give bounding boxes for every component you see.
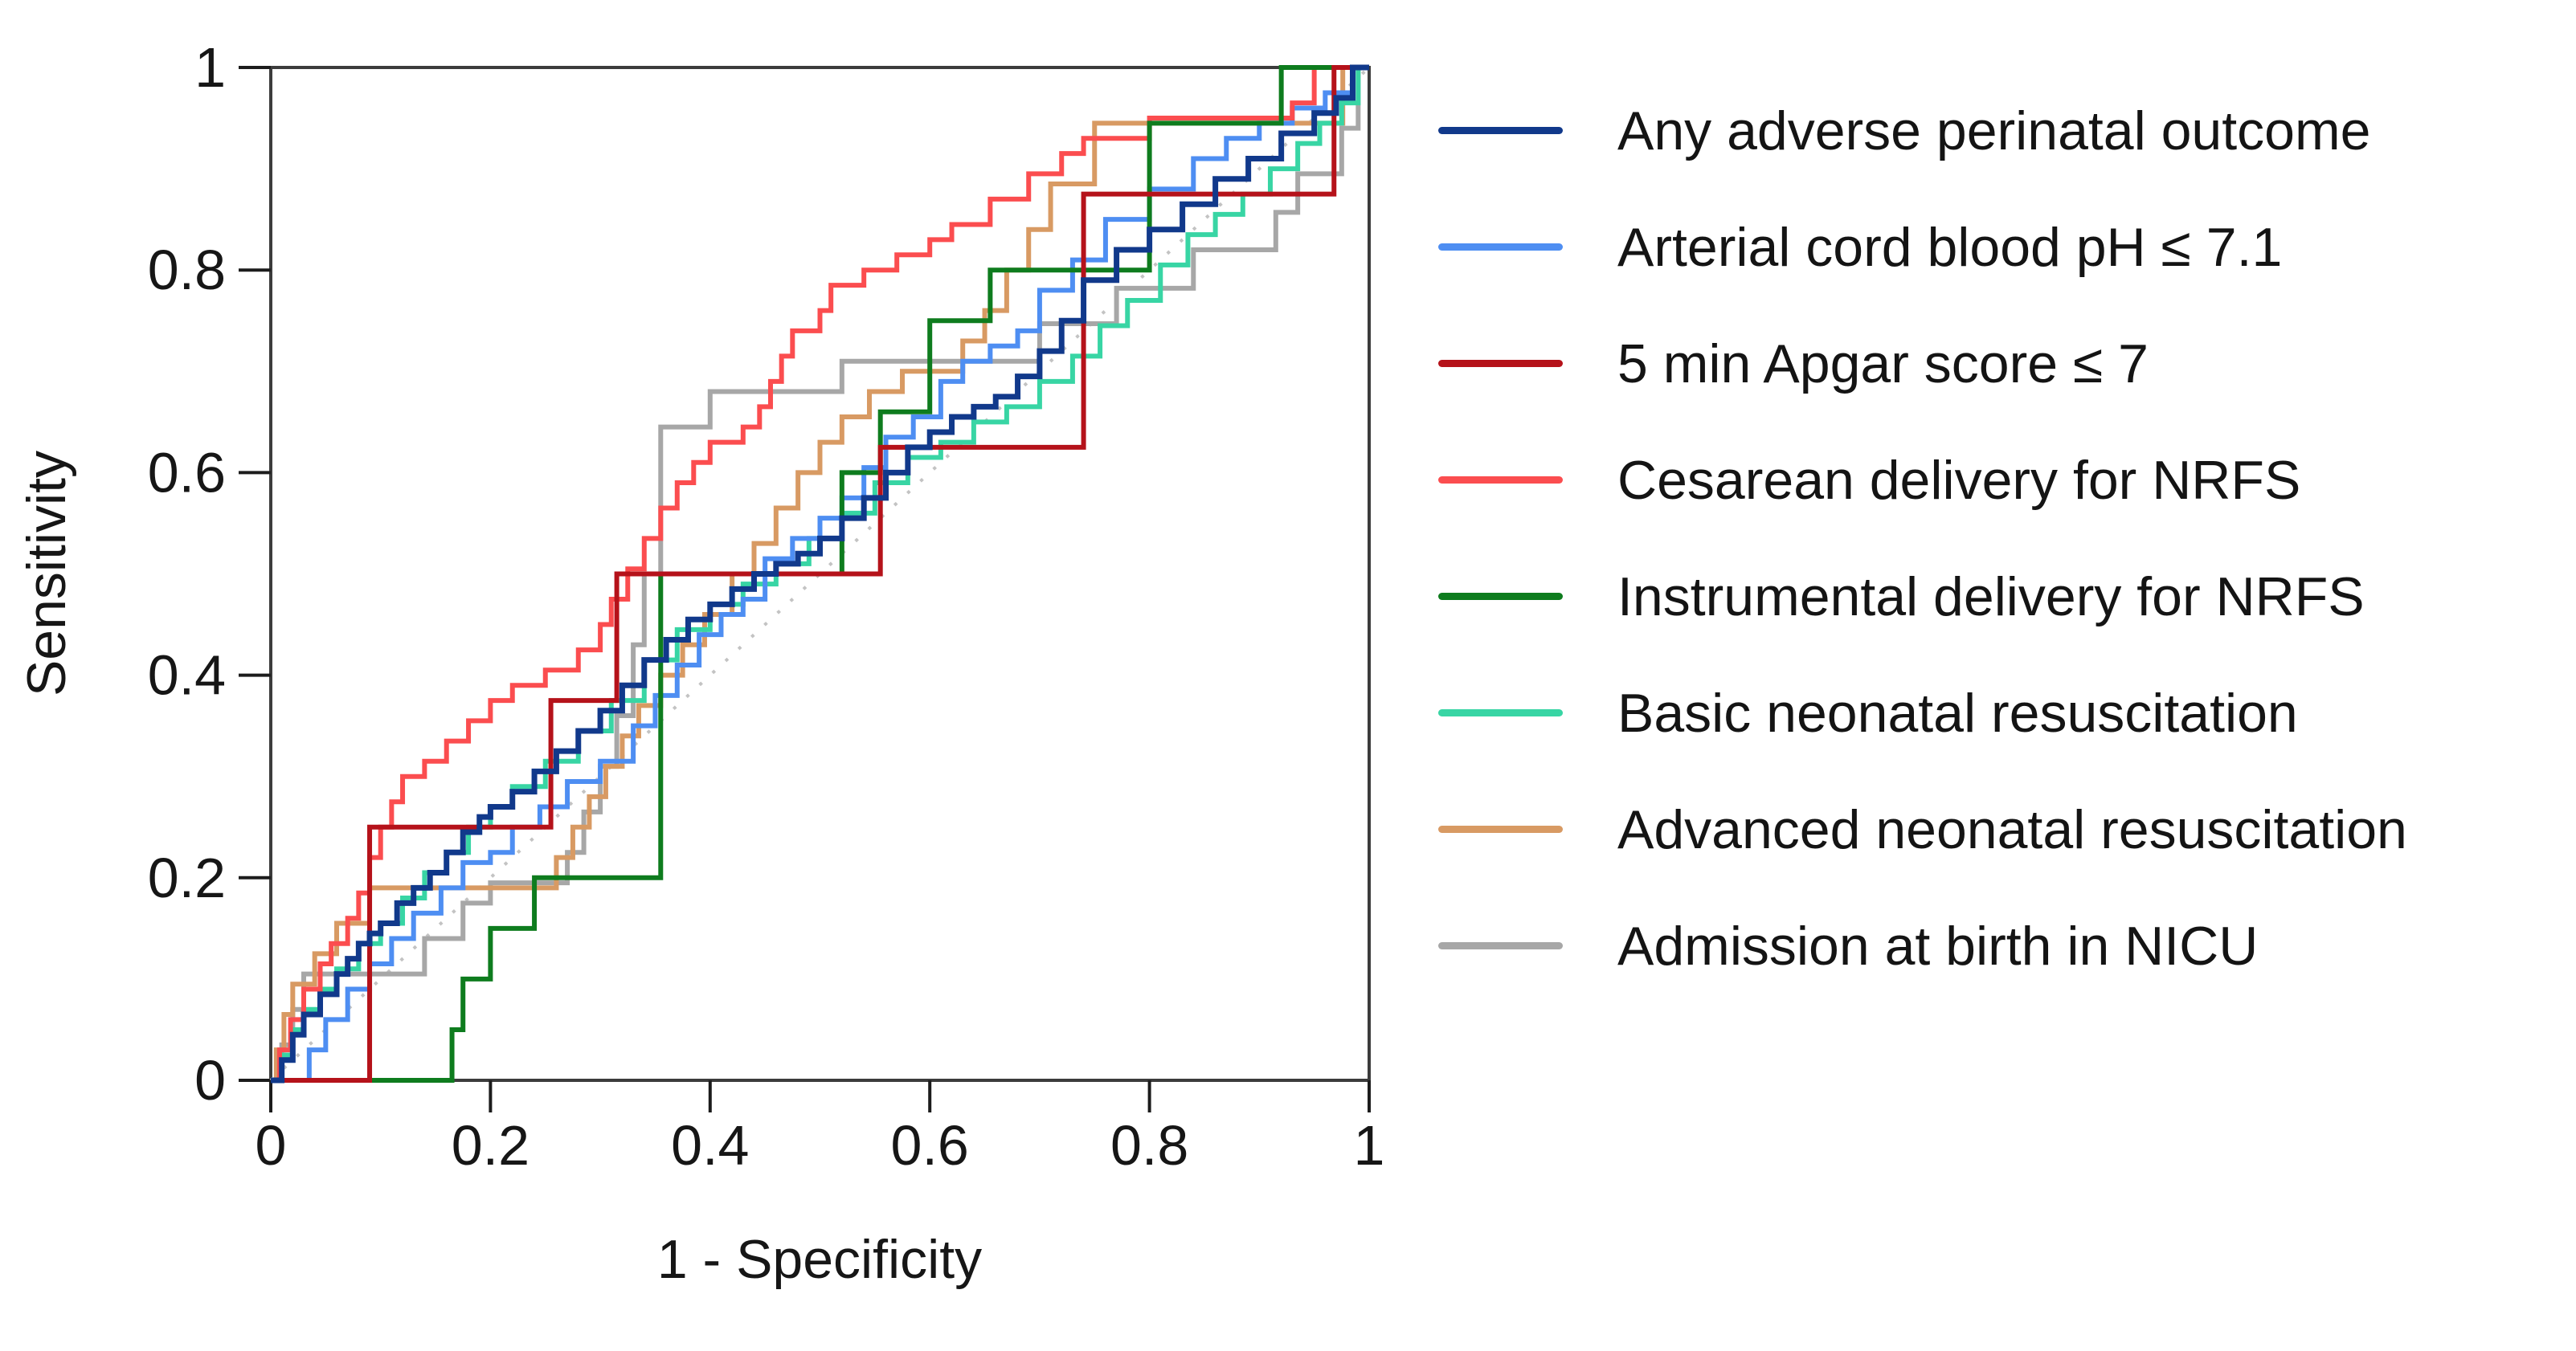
x-axis-title: 1 - Specificity (656, 1229, 983, 1290)
legend-item-2: Arterial cord blood pH ≤ 7.1 (1438, 189, 2407, 305)
legend-item-6: Basic neonatal resuscitation (1438, 655, 2407, 771)
roc-curve-7 (271, 65, 1369, 1083)
legend-item-3: 5 min Apgar score ≤ 7 (1438, 305, 2407, 422)
y-axis-tick-label: 0.6 (148, 441, 226, 504)
x-axis-tick-label: 0.8 (1110, 1114, 1188, 1177)
legend-line-swatch-icon (1438, 476, 1563, 484)
legend-label: Cesarean delivery for NRFS (1617, 449, 2301, 511)
legend-label: Instrumental delivery for NRFS (1617, 565, 2365, 627)
legend-item-5: Instrumental delivery for NRFS (1438, 538, 2407, 655)
roc-curve-8 (271, 65, 1369, 1083)
legend-line-swatch-icon (1438, 826, 1563, 833)
reference-diagonal-line (269, 66, 1371, 1082)
y-axis-tick-label: 0.2 (148, 847, 226, 909)
x-axis-tick-label: 1 (1354, 1114, 1385, 1177)
legend-line-swatch-icon (1438, 942, 1563, 949)
legend-label: Advanced neonatal resuscitation (1617, 798, 2407, 860)
legend-item-8: Admission at birth in NICU (1438, 888, 2407, 1004)
legend-label: Basic neonatal resuscitation (1617, 682, 2298, 744)
x-axis-tick-label: 0 (256, 1114, 287, 1177)
legend: Any adverse perinatal outcome Arterial co… (1438, 72, 2407, 1004)
roc-curve-3 (271, 65, 1369, 1083)
legend-line-swatch-icon (1438, 127, 1563, 134)
plot-box (269, 66, 1371, 1082)
x-axis-tick-label: 0.6 (891, 1114, 969, 1177)
legend-line-swatch-icon (1438, 243, 1563, 251)
y-axis-tick-label: 0.4 (148, 644, 226, 707)
x-axis-tick-label: 0.4 (671, 1114, 749, 1177)
x-axis-tick-label: 0.2 (452, 1114, 530, 1177)
legend-label: Admission at birth in NICU (1617, 915, 2259, 977)
legend-label: 5 min Apgar score ≤ 7 (1617, 333, 2149, 394)
legend-item-7: Advanced neonatal resuscitation (1438, 771, 2407, 888)
y-axis-tick-label: 1 (194, 36, 226, 99)
roc-curve-1 (271, 64, 1369, 1084)
y-axis-title: Sensitivity (16, 450, 77, 697)
legend-label: Arterial cord blood pH ≤ 7.1 (1617, 216, 2283, 278)
legend-line-swatch-icon (1438, 360, 1563, 367)
y-axis-tick-label: 0 (194, 1049, 226, 1112)
y-axis-tick-label: 0.8 (148, 239, 226, 301)
legend-line-swatch-icon (1438, 593, 1563, 600)
legend-item-1: Any adverse perinatal outcome (1438, 72, 2407, 189)
legend-label: Any adverse perinatal outcome (1617, 100, 2371, 161)
legend-item-4: Cesarean delivery for NRFS (1438, 422, 2407, 538)
legend-line-swatch-icon (1438, 709, 1563, 716)
